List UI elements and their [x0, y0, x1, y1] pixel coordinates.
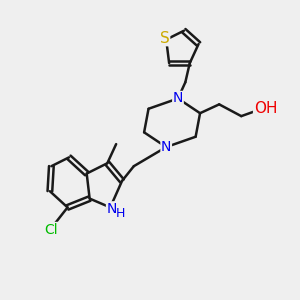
Text: OH: OH: [254, 101, 277, 116]
Text: H: H: [115, 207, 125, 220]
Text: N: N: [173, 92, 183, 106]
Text: S: S: [160, 31, 169, 46]
Text: Cl: Cl: [44, 223, 58, 236]
Text: N: N: [161, 140, 171, 154]
Text: N: N: [106, 202, 117, 216]
